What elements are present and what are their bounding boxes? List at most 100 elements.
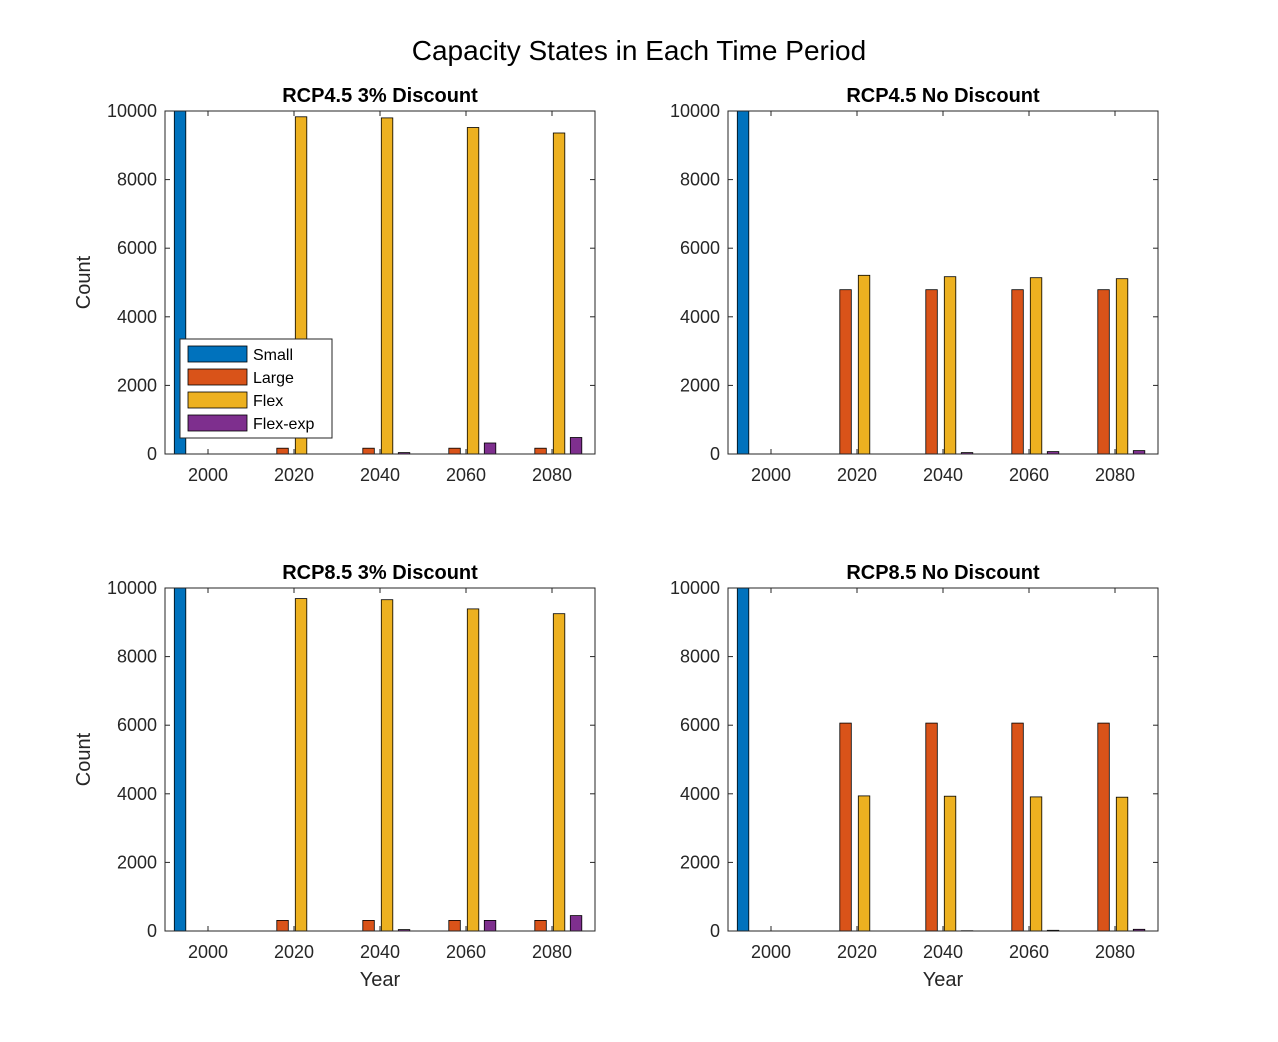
x-tick-label: 2060: [446, 942, 486, 962]
bar-flex-2080: [552, 613, 566, 932]
bar-large-2060: [1011, 722, 1024, 932]
x-tick-label: 2040: [923, 942, 963, 962]
bar-flex-2060: [466, 608, 480, 932]
subplot-grid: 0 2000 4000 6000 8000 10000 2000 2020 2040 2060 20…: [73, 85, 1159, 991]
bar-flex-2060: [1029, 277, 1043, 455]
subplot-rcp8-5-no-discount: 0 2000 4000 6000 8000 10000 2000 2020 2040 2060 20…: [670, 562, 1159, 991]
bar-flex-2040: [943, 795, 957, 932]
x-tick-label: 2060: [1009, 465, 1049, 485]
y-tick-label: 6000: [680, 715, 720, 735]
bar-large-2020: [276, 447, 289, 455]
x-axis-label: Year: [360, 969, 401, 991]
legend: Small Large Flex Flex-exp: [179, 338, 333, 439]
bar-flex-2080: [1115, 796, 1129, 932]
subplot-title: RCP4.5 3% Discount: [282, 85, 478, 107]
bar-flex-2040: [380, 599, 394, 932]
y-tick-label: 4000: [117, 784, 157, 804]
bar-large-2020: [839, 289, 852, 455]
bar-flex-exp-2080: [569, 437, 583, 455]
axes-box: [727, 587, 1159, 932]
bar-flex-2040: [943, 276, 957, 455]
x-tick-label: 2080: [1095, 942, 1135, 962]
x-tick-label: 2080: [532, 465, 572, 485]
y-tick-label: 10000: [670, 101, 720, 121]
legend-label-small: Small: [253, 347, 293, 364]
x-tick-label: 2020: [837, 465, 877, 485]
bar-large-2080: [534, 920, 547, 932]
y-tick-label: 2000: [680, 375, 720, 395]
bar-small-2000: [736, 587, 750, 932]
x-tick-label: 2000: [751, 942, 791, 962]
bar-large-2040: [362, 447, 375, 455]
subplot-rcp4-5-no-discount: 0 2000 4000 6000 8000 10000 2000 2020 2040 2060 20…: [670, 85, 1159, 485]
bar-flex-2080: [1115, 278, 1129, 455]
axes-box: [727, 110, 1159, 455]
bar-large-2080: [1097, 722, 1110, 932]
y-tick-label: 10000: [107, 101, 157, 121]
bar-flex-exp-2080: [569, 915, 583, 932]
subplot-rcp4-5-3-discount: 0 2000 4000 6000 8000 10000 2000 2020 2040 2060 20…: [73, 85, 596, 485]
bar-small-2000: [736, 110, 750, 455]
y-tick-label: 4000: [117, 307, 157, 327]
y-tick-label: 4000: [680, 307, 720, 327]
subplot-rcp8-5-3-discount: 0 2000 4000 6000 8000 10000 2000 2020 2040 2060 20…: [73, 562, 596, 991]
x-tick-label: 2080: [532, 942, 572, 962]
bar-large-2040: [925, 722, 938, 932]
bar-large-2060: [1011, 289, 1024, 455]
bars: [173, 587, 583, 932]
bar-large-2060: [448, 447, 461, 455]
x-tick-label: 2020: [274, 942, 314, 962]
x-tick-label: 2040: [923, 465, 963, 485]
axes-box: [164, 587, 596, 932]
legend-label-large: Large: [253, 370, 294, 387]
bar-small-2000: [173, 587, 187, 932]
x-tick-label: 2000: [188, 942, 228, 962]
subplot-title: RCP4.5 No Discount: [846, 85, 1040, 107]
x-tick-label: 2040: [360, 942, 400, 962]
y-axis-label: Count: [73, 255, 95, 309]
x-axis-label: Year: [923, 969, 964, 991]
bars: [173, 110, 583, 455]
y-tick-label: 8000: [680, 647, 720, 667]
x-tick-label: 2020: [274, 465, 314, 485]
bar-large-2040: [925, 289, 938, 455]
y-tick-label: 2000: [680, 852, 720, 872]
y-tick-label: 0: [710, 921, 720, 941]
y-tick-label: 4000: [680, 784, 720, 804]
bar-large-2040: [362, 920, 375, 932]
y-tick-label: 0: [147, 921, 157, 941]
bar-flex-2020: [857, 795, 871, 932]
x-tick-label: 2080: [1095, 465, 1135, 485]
legend-swatch-small: [187, 345, 248, 363]
bar-flex-2020: [857, 274, 871, 455]
y-tick-label: 2000: [117, 375, 157, 395]
legend-label-flex: Flex: [253, 393, 283, 410]
y-tick-label: 8000: [117, 170, 157, 190]
bar-large-2080: [1097, 289, 1110, 455]
bar-flex-2060: [466, 127, 480, 455]
bar-flex-2080: [552, 132, 566, 455]
figure-title: Capacity States in Each Time Period: [412, 35, 866, 66]
bar-flex-2040: [380, 117, 394, 455]
bar-large-2060: [448, 920, 461, 932]
x-tick-label: 2040: [360, 465, 400, 485]
y-tick-label: 6000: [117, 715, 157, 735]
bars: [736, 587, 1146, 932]
bars: [736, 110, 1146, 455]
y-tick-label: 8000: [680, 170, 720, 190]
y-tick-label: 10000: [107, 578, 157, 598]
y-tick-label: 6000: [117, 238, 157, 258]
subplot-title: RCP8.5 3% Discount: [282, 562, 478, 584]
legend-swatch-flex: [187, 391, 248, 409]
y-tick-label: 0: [147, 444, 157, 464]
y-tick-label: 10000: [670, 578, 720, 598]
x-tick-label: 2000: [751, 465, 791, 485]
bar-flex-2060: [1029, 796, 1043, 932]
y-tick-label: 6000: [680, 238, 720, 258]
bar-large-2020: [276, 920, 289, 932]
bar-large-2020: [839, 722, 852, 932]
bar-large-2080: [534, 447, 547, 455]
bar-flex-exp-2060: [483, 442, 497, 455]
y-axis-label: Count: [73, 732, 95, 786]
